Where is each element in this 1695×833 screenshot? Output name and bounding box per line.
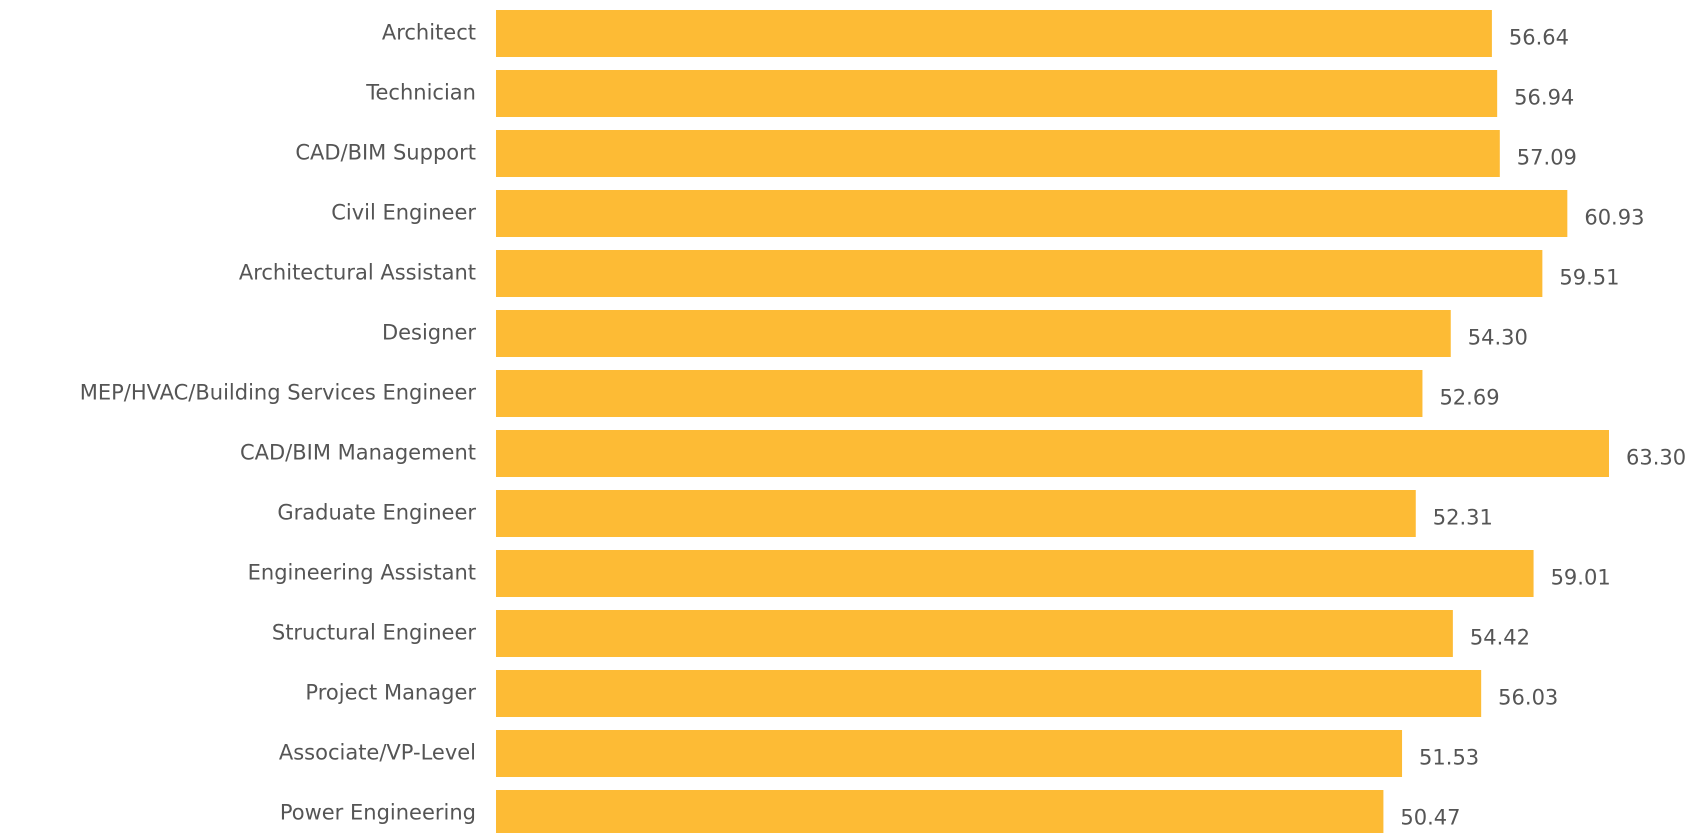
value-label: 57.09 <box>1517 146 1577 170</box>
value-label: 54.30 <box>1468 326 1528 350</box>
category-label: Civil Engineer <box>331 201 476 225</box>
bar <box>496 70 1498 117</box>
bar <box>496 130 1500 177</box>
category-label: Designer <box>382 321 476 345</box>
category-label: Engineering Assistant <box>248 561 476 585</box>
bar <box>496 10 1492 57</box>
bar <box>496 430 1609 477</box>
bar <box>496 730 1403 777</box>
value-label: 54.42 <box>1470 626 1530 650</box>
category-label: Associate/VP-Level <box>279 741 476 765</box>
category-label: Project Manager <box>305 681 476 705</box>
category-label: CAD/BIM Management <box>240 441 476 465</box>
value-label: 52.31 <box>1433 506 1493 530</box>
bar <box>496 310 1451 357</box>
value-label: 52.69 <box>1439 386 1499 410</box>
category-label: Architect <box>382 21 476 45</box>
bar <box>496 610 1453 657</box>
value-label: 63.30 <box>1626 446 1686 470</box>
bar <box>496 490 1416 537</box>
value-label: 56.03 <box>1498 686 1558 710</box>
category-label: Structural Engineer <box>272 621 477 645</box>
category-label: Technician <box>365 81 476 105</box>
bar <box>496 550 1534 597</box>
value-label: 56.94 <box>1514 86 1574 110</box>
bar <box>496 190 1568 237</box>
bar <box>496 790 1384 833</box>
value-label: 60.93 <box>1584 206 1644 230</box>
bar <box>496 370 1423 417</box>
category-label: Graduate Engineer <box>277 501 476 525</box>
value-label: 56.64 <box>1509 26 1569 50</box>
category-label: Architectural Assistant <box>239 261 476 285</box>
category-label: CAD/BIM Support <box>295 141 476 165</box>
category-label: MEP/HVAC/Building Services Engineer <box>80 381 477 405</box>
category-label: Power Engineering <box>280 801 476 825</box>
value-label: 51.53 <box>1419 746 1479 770</box>
value-label: 59.51 <box>1559 266 1619 290</box>
value-label: 50.47 <box>1400 806 1460 830</box>
bar <box>496 670 1482 717</box>
bar <box>496 250 1543 297</box>
value-label: 59.01 <box>1551 566 1611 590</box>
